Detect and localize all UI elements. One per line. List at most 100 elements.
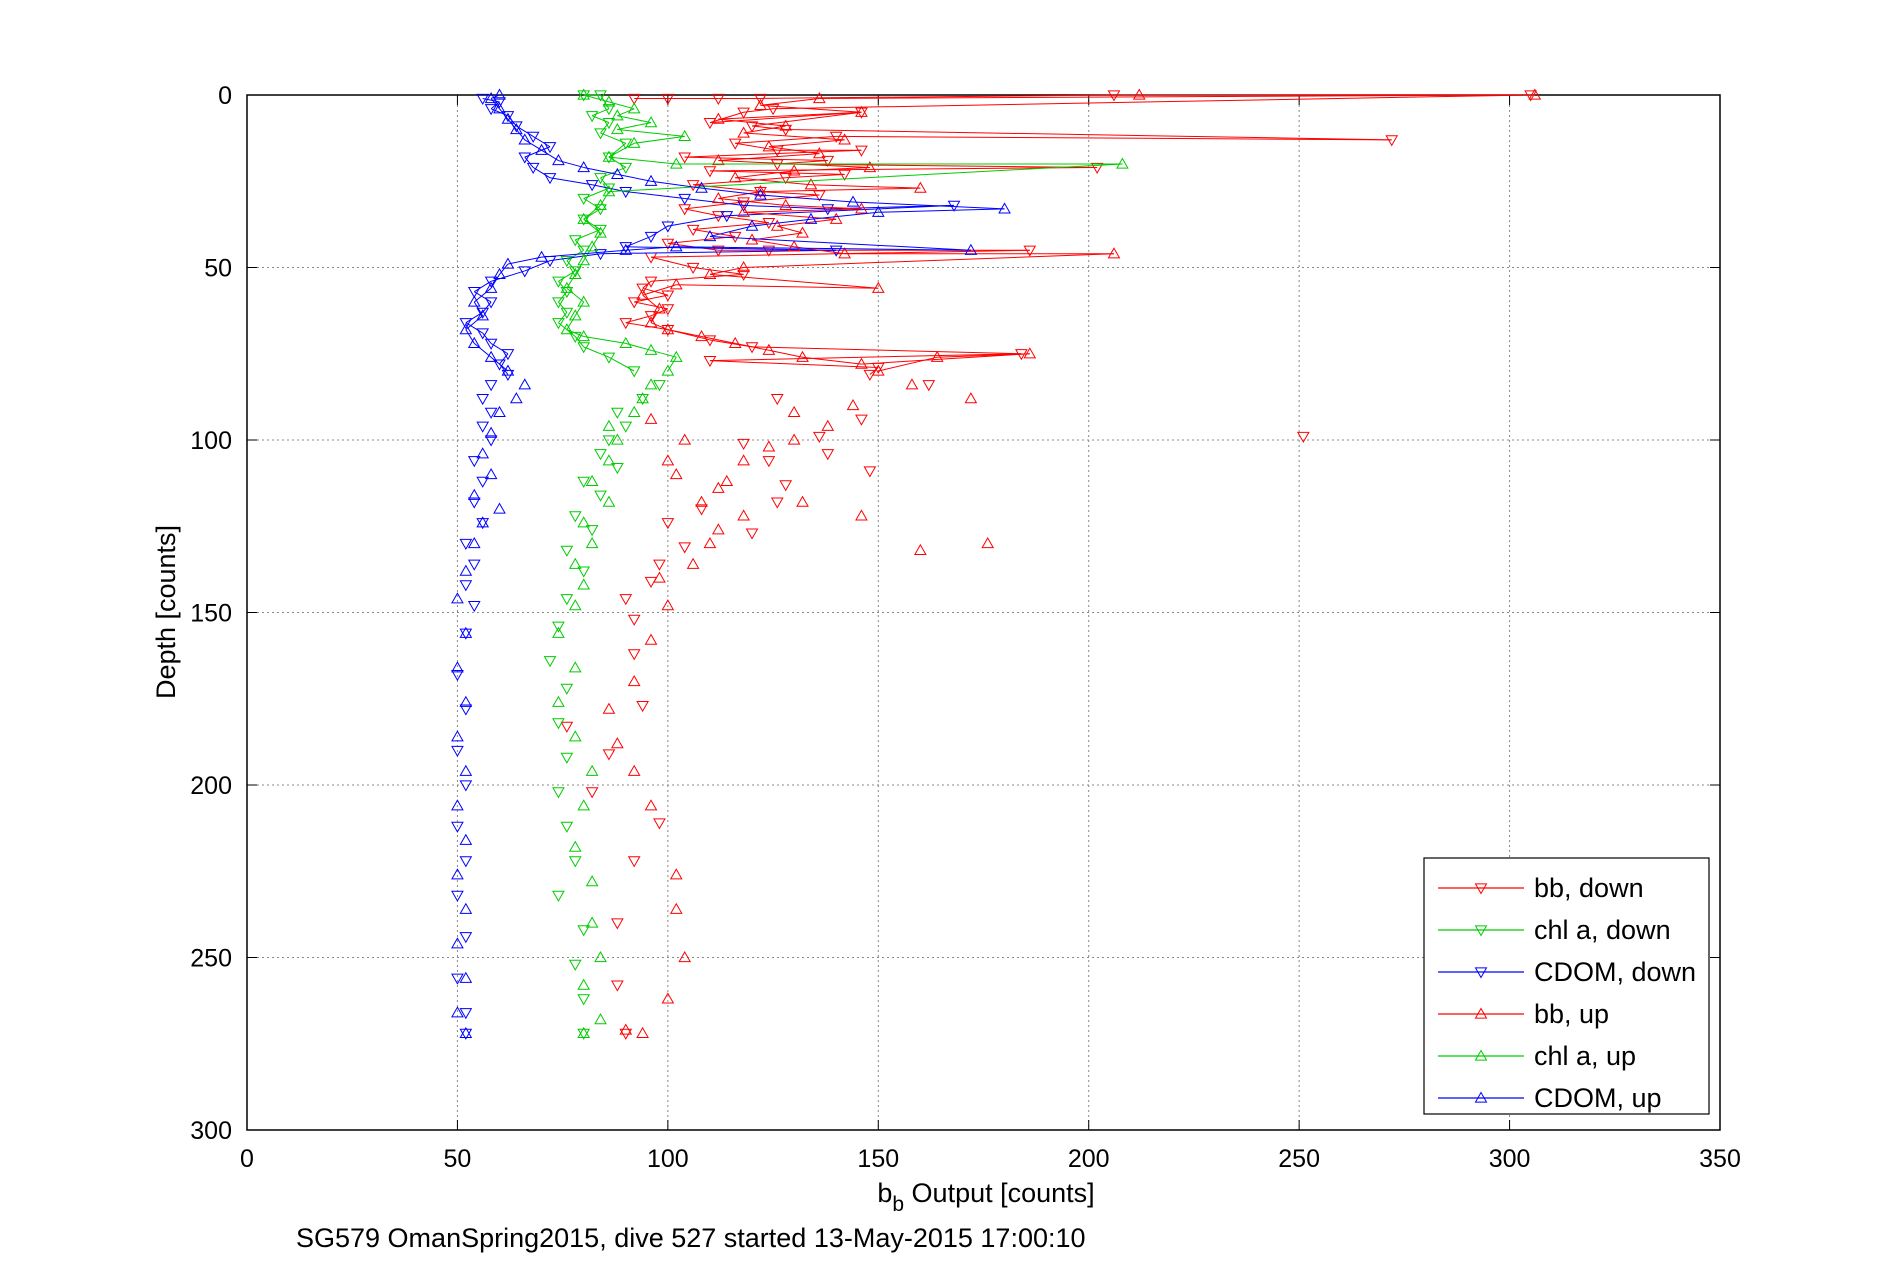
data-point: [467, 536, 481, 549]
data-point: [695, 181, 708, 193]
data-point: [619, 162, 633, 174]
series-line-segment: [499, 263, 509, 275]
data-point: [796, 226, 809, 238]
series-line-segment: [676, 246, 971, 251]
series-line-segment: [709, 225, 753, 237]
data-point: [459, 538, 473, 551]
data-point: [661, 454, 675, 466]
legend-entry: CDOM, up: [1438, 1083, 1662, 1113]
series-line-segment: [751, 218, 812, 227]
series-line-segment: [617, 129, 685, 137]
data-point: [1524, 90, 1537, 102]
series-line-segment: [592, 184, 626, 193]
data-point: [577, 193, 591, 206]
data-point: [829, 212, 843, 224]
series-line-segment: [541, 249, 626, 258]
data-point: [543, 656, 557, 668]
data-point: [661, 599, 675, 611]
data-point: [846, 398, 860, 411]
data-point: [585, 787, 599, 799]
series-line-segment: [499, 353, 509, 365]
data-point: [585, 180, 599, 192]
data-point: [1090, 162, 1104, 174]
series-line-segment: [878, 208, 1005, 213]
data-point: [1296, 431, 1310, 444]
data-point: [459, 695, 473, 707]
data-point: [813, 190, 826, 202]
data-point: [560, 323, 574, 335]
data-point: [619, 242, 633, 254]
series-line-segment: [743, 208, 862, 213]
data-point: [602, 419, 616, 431]
data-point: [594, 950, 607, 963]
data-point: [644, 412, 658, 424]
data-point: [459, 628, 473, 640]
series-line-segment: [718, 191, 761, 199]
data-point: [451, 799, 464, 811]
data-point: [594, 490, 607, 502]
data-point: [560, 545, 574, 557]
data-point: [627, 614, 641, 626]
data-point: [678, 950, 692, 963]
data-point: [568, 511, 582, 523]
data-point: [459, 971, 473, 983]
data-point: [711, 191, 725, 204]
series-line-segment: [617, 115, 652, 124]
series-line-segment: [490, 101, 500, 110]
data-point: [459, 626, 473, 638]
x-tick-label: 200: [1068, 1145, 1110, 1173]
data-point: [501, 257, 515, 269]
data-point: [568, 856, 582, 868]
data-point: [644, 174, 658, 186]
series-line-segment: [693, 229, 736, 237]
data-point: [914, 181, 927, 193]
data-point: [669, 278, 683, 290]
data-point: [804, 178, 818, 190]
series-line-segment: [751, 125, 786, 130]
series-line-segment: [810, 184, 921, 189]
data-point: [594, 173, 607, 185]
data-point: [476, 393, 490, 406]
x-axis-label-subscript: b: [892, 1193, 904, 1216]
data-point: [745, 528, 759, 540]
data-point: [476, 93, 490, 105]
data-point: [451, 592, 464, 604]
data-point: [509, 122, 523, 135]
data-point: [518, 152, 532, 164]
data-point: [686, 557, 700, 569]
y-tick-label: 0: [218, 82, 232, 110]
data-point: [821, 449, 835, 461]
data-point: [644, 799, 658, 811]
series-line-segment: [743, 108, 774, 113]
data-point: [703, 229, 717, 242]
data-point: [594, 226, 607, 238]
data-point: [484, 350, 498, 362]
series-chl-a-down: [543, 90, 666, 1040]
data-point: [552, 276, 565, 288]
data-point: [644, 311, 658, 323]
data-point: [577, 978, 591, 990]
data-point: [518, 266, 532, 278]
x-tick-label: 250: [1278, 1145, 1320, 1173]
series-line-segment: [558, 312, 568, 324]
series-line-segment: [693, 177, 786, 186]
data-point: [636, 283, 649, 295]
data-point: [728, 336, 742, 349]
data-point: [467, 559, 481, 571]
series-bb-up: [602, 88, 1542, 1039]
series-line-segment: [709, 353, 1022, 362]
data-point: [568, 331, 582, 344]
series-line-segment: [684, 201, 744, 210]
data-point: [627, 93, 641, 105]
data-point: [754, 185, 767, 197]
data-point: [703, 166, 717, 178]
data-point: [560, 821, 574, 833]
data-point: [930, 350, 944, 362]
series-line-segment: [709, 273, 879, 289]
series-line-segment: [760, 194, 854, 203]
data-point: [737, 205, 750, 217]
series-line-segment: [760, 104, 862, 113]
data-point: [720, 211, 734, 223]
legend-marker: [1474, 967, 1488, 979]
series-line-segment: [541, 149, 559, 161]
